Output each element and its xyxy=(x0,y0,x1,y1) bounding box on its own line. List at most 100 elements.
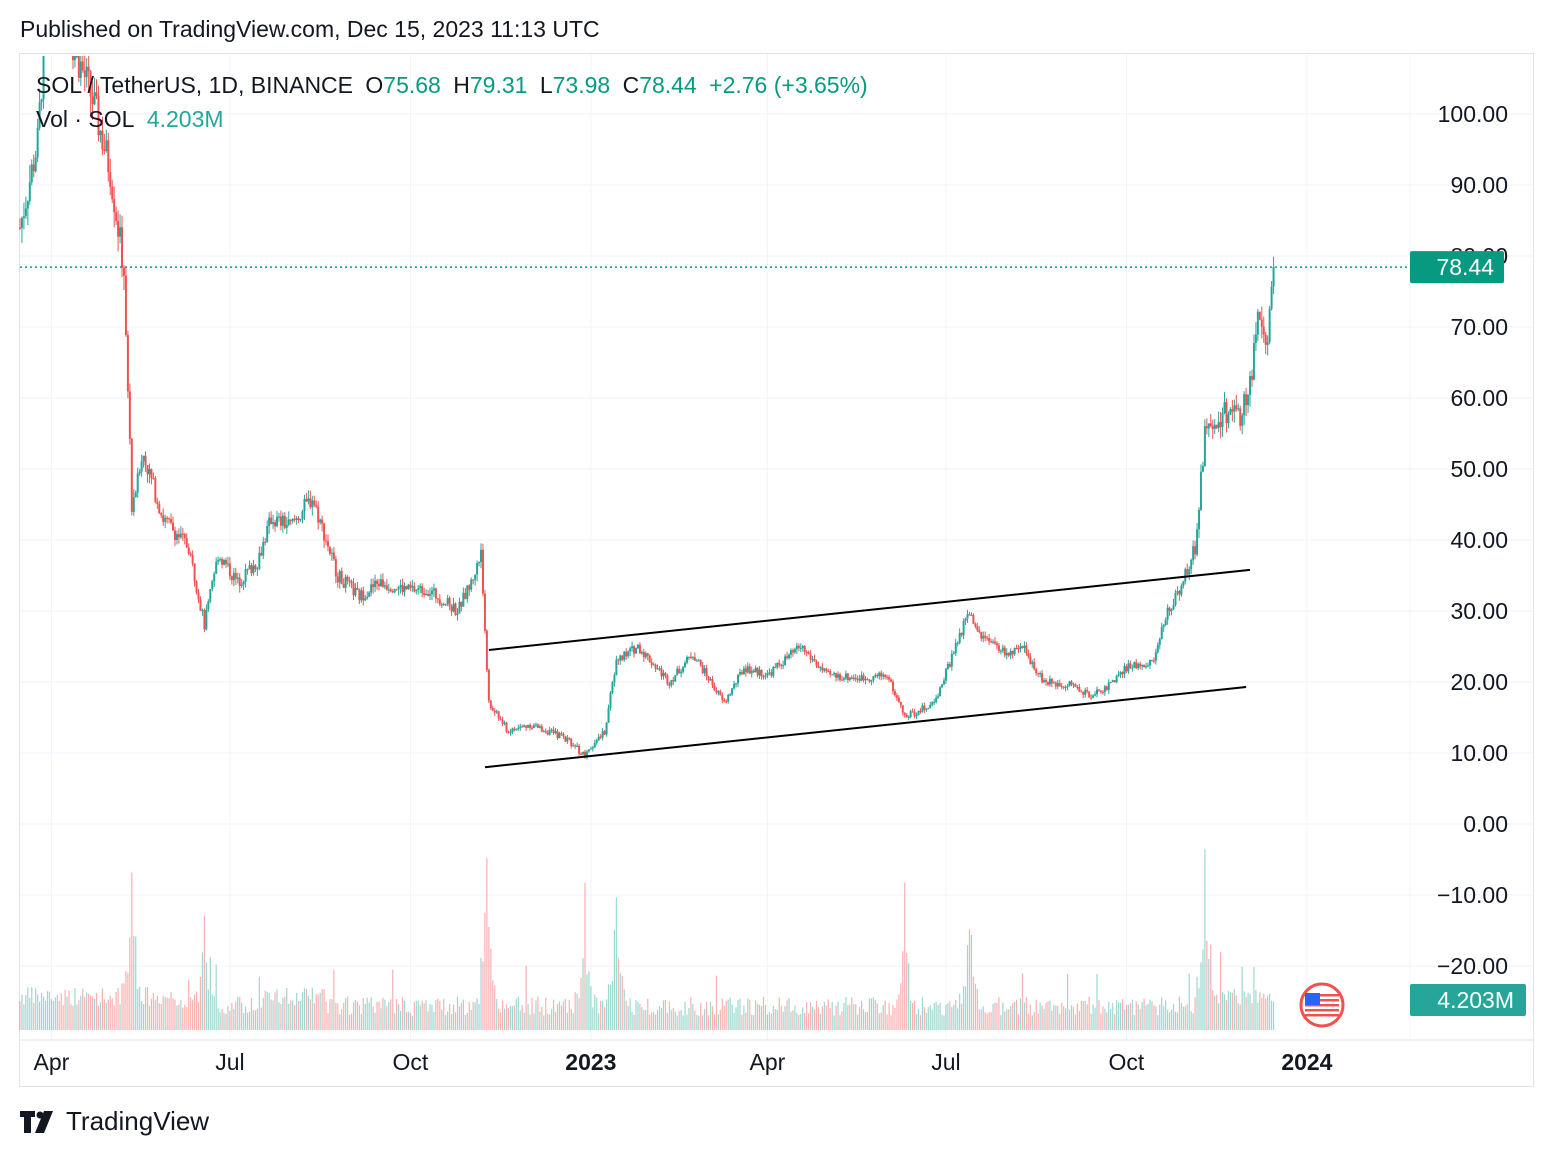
volume-bar xyxy=(1271,1000,1273,1030)
volume-bar xyxy=(313,1003,315,1030)
volume-bar xyxy=(139,986,141,1030)
volume-bar xyxy=(1137,1004,1139,1030)
candle-body xyxy=(668,683,671,686)
candle-body xyxy=(244,569,247,582)
candle-body xyxy=(542,731,545,733)
candle-body xyxy=(911,711,914,713)
candle-body xyxy=(1015,647,1018,649)
volume-bar xyxy=(598,1013,600,1030)
volume-bar xyxy=(170,992,172,1030)
candle-body xyxy=(497,711,500,719)
price-tick-label: 10.00 xyxy=(1450,740,1508,766)
volume-bar xyxy=(1188,973,1190,1030)
volume-bar xyxy=(849,1004,851,1030)
candle-body xyxy=(238,577,241,586)
volume-legend: Vol · SOL 4.203M xyxy=(36,106,230,133)
volume-bar xyxy=(142,1004,145,1030)
candle-body xyxy=(366,596,369,599)
volume-bar xyxy=(168,997,170,1030)
volume-bar xyxy=(870,998,873,1030)
footer-branding[interactable]: TradingView xyxy=(20,1106,209,1137)
candle-body xyxy=(599,736,602,738)
volume-bar xyxy=(305,989,308,1030)
volume-bar xyxy=(835,1005,837,1030)
symbol-label[interactable]: SOL / TetherUS, 1D, BINANCE xyxy=(36,72,354,98)
candle-body xyxy=(948,664,951,667)
candle-body xyxy=(1131,667,1134,669)
volume-bar xyxy=(558,1001,561,1030)
volume-bar xyxy=(739,998,741,1030)
volume-bar xyxy=(1186,1004,1188,1030)
volume-bar xyxy=(1263,993,1265,1030)
time-tick-label: Jul xyxy=(931,1049,960,1075)
candle-body xyxy=(1178,591,1181,595)
candle-body xyxy=(325,540,328,542)
candle-body xyxy=(742,668,745,675)
volume-bar xyxy=(988,1011,990,1030)
candle-body xyxy=(122,267,125,276)
candle-body xyxy=(1035,669,1038,674)
volume-bar xyxy=(700,1002,702,1030)
volume-bar xyxy=(490,948,492,1030)
candle-body xyxy=(1003,647,1006,656)
volume-bar xyxy=(366,997,368,1030)
candle-body xyxy=(485,630,488,670)
candle-body xyxy=(128,391,131,440)
volume-bar xyxy=(252,1009,255,1030)
volume-bar xyxy=(1208,958,1210,1030)
price-tick-label: 0.00 xyxy=(1463,811,1508,837)
volume-bar xyxy=(46,991,49,1030)
volume-bar xyxy=(1233,989,1235,1030)
candle-body xyxy=(617,659,620,661)
candle-body xyxy=(519,726,522,728)
volume-bar xyxy=(874,1000,876,1030)
volume-bar xyxy=(450,1014,453,1030)
flag-stripe xyxy=(1305,999,1339,1002)
candle-body xyxy=(764,675,767,677)
candle-body xyxy=(876,675,879,677)
volume-bar xyxy=(501,1000,504,1030)
volume-bar xyxy=(1259,992,1261,1030)
candle-body xyxy=(546,732,549,735)
candle-body xyxy=(507,731,510,733)
candle-body xyxy=(933,701,936,703)
volume-bar xyxy=(1029,1004,1031,1030)
volume-bar xyxy=(931,1009,933,1030)
candle-body xyxy=(42,56,45,100)
volume-bar xyxy=(970,934,973,1030)
volume-bar xyxy=(984,1012,986,1030)
candle-body xyxy=(1037,673,1040,675)
volume-bar xyxy=(1153,1005,1155,1030)
candle-body xyxy=(256,568,259,570)
candle-body xyxy=(872,676,875,681)
volume-bar xyxy=(656,1009,659,1030)
volume-bar xyxy=(1098,1000,1100,1030)
volume-bar xyxy=(178,1004,180,1030)
volume-bar xyxy=(1216,994,1218,1030)
volume-bar xyxy=(205,962,207,1030)
volume-bar xyxy=(811,1006,814,1030)
candle-body xyxy=(1133,662,1136,668)
candle-body xyxy=(880,672,883,677)
candle-body xyxy=(840,679,843,681)
candle-body xyxy=(1196,529,1199,555)
candle-body xyxy=(811,659,814,661)
candle-body xyxy=(289,519,292,521)
volume-bar xyxy=(409,1013,411,1030)
volume-bar xyxy=(921,997,924,1030)
candle-body xyxy=(1217,422,1220,429)
candle-body xyxy=(966,614,969,619)
volume-bar xyxy=(994,1002,996,1030)
candle-body xyxy=(1252,343,1255,380)
volume-bar xyxy=(809,1002,812,1030)
candle-body xyxy=(532,725,535,728)
volume-bar xyxy=(692,1004,694,1030)
volume-bar xyxy=(254,1010,257,1030)
candle-body xyxy=(937,696,940,698)
candle-body xyxy=(26,201,29,209)
volume-bar xyxy=(141,1000,143,1030)
volume-bar xyxy=(1019,998,1022,1030)
volume-bar xyxy=(966,945,969,1030)
candle-body xyxy=(954,643,957,654)
